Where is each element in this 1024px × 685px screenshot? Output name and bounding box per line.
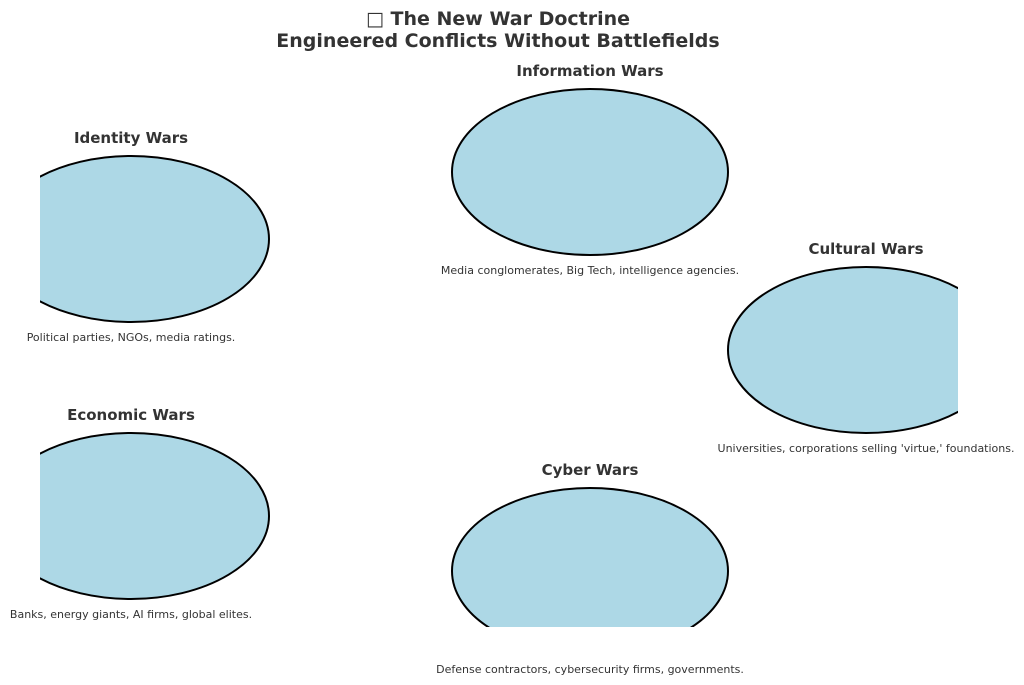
title-line-2: Engineered Conflicts Without Battlefield…: [276, 30, 719, 52]
node-ellipse: [40, 432, 270, 600]
node-description: Universities, corporations selling 'virt…: [718, 442, 1015, 455]
node-label: Cyber Wars: [542, 461, 639, 479]
node-description: Banks, energy giants, AI firms, global e…: [10, 608, 252, 621]
node-description: Political parties, NGOs, media ratings.: [27, 331, 236, 344]
node-label: Information Wars: [516, 62, 663, 80]
node-ellipse: [40, 155, 270, 323]
node-identity-wars: Identity Wars Political parties, NGOs, me…: [27, 129, 270, 344]
node-ellipse: [727, 266, 958, 434]
node-label: Cultural Wars: [808, 240, 923, 258]
node-ellipse: [451, 88, 729, 256]
node-description: Media conglomerates, Big Tech, intellige…: [441, 264, 739, 277]
title-line-1: □ The New War Doctrine: [366, 8, 630, 30]
node-label: Identity Wars: [74, 129, 188, 147]
node-description: Defense contractors, cybersecurity firms…: [436, 663, 744, 676]
node-cultural-wars: Cultural Wars Universities, corporations …: [718, 240, 1015, 455]
node-information-wars: Information Wars Media conglomerates, Big…: [441, 62, 739, 277]
node-economic-wars: Economic Wars Banks, energy giants, AI fi…: [10, 406, 270, 621]
node-label: Economic Wars: [67, 406, 195, 424]
node-ellipse: [451, 487, 729, 627]
node-cyber-wars: Cyber Wars Defense contractors, cybersecu…: [436, 461, 744, 676]
